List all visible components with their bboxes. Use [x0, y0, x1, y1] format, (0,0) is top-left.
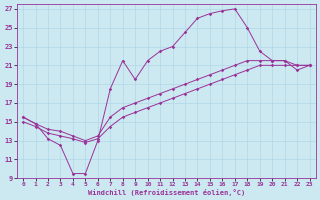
- X-axis label: Windchill (Refroidissement éolien,°C): Windchill (Refroidissement éolien,°C): [88, 189, 245, 196]
